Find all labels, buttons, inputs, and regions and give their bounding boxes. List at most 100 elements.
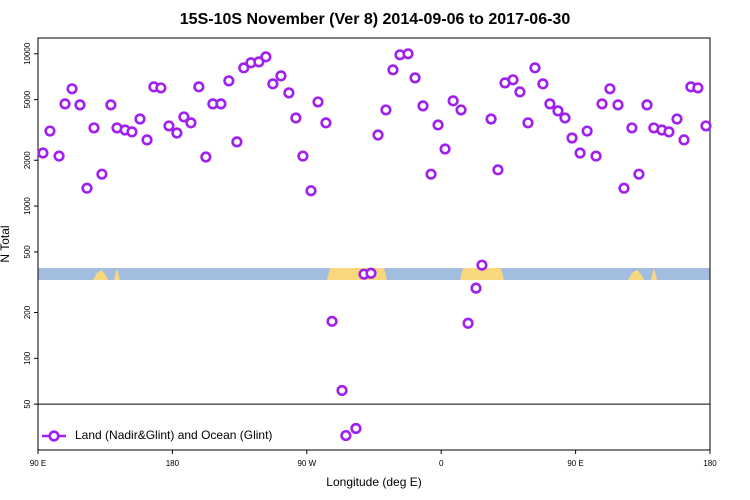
data-point — [380, 104, 392, 116]
y-tick-label: 1000 — [23, 197, 32, 215]
data-point — [238, 62, 250, 74]
data-point — [590, 150, 602, 162]
data-point — [336, 384, 348, 397]
data-point — [507, 74, 519, 86]
data-point — [372, 129, 384, 141]
x-tick-label: 90 W — [297, 459, 316, 468]
data-point — [581, 125, 593, 137]
data-point — [81, 182, 93, 194]
data-point — [462, 317, 474, 329]
data-point — [641, 99, 653, 111]
data-point — [626, 122, 638, 134]
data-point — [178, 111, 190, 123]
x-tick-label: 0 — [439, 459, 444, 468]
data-point — [74, 99, 86, 111]
data-point — [678, 134, 690, 146]
data-point — [53, 150, 65, 162]
plot-frame — [37, 37, 711, 451]
data-point — [290, 112, 302, 124]
x-axis-label: Longitude (deg E) — [326, 475, 421, 489]
y-tick-label: 100 — [23, 351, 32, 365]
data-point — [618, 182, 630, 194]
data-point — [432, 119, 444, 131]
data-point — [223, 75, 235, 87]
data-point — [455, 104, 467, 116]
data-point — [231, 136, 243, 148]
data-point — [492, 164, 504, 176]
data-point — [537, 78, 549, 90]
data-point — [141, 134, 153, 146]
data-point — [425, 168, 437, 180]
data-point — [604, 83, 616, 95]
data-point — [387, 64, 399, 76]
data-point — [476, 259, 488, 271]
data-point — [267, 78, 279, 90]
data-point — [275, 70, 287, 82]
data-point — [126, 126, 138, 138]
data-point — [559, 112, 571, 124]
data-point — [163, 120, 175, 132]
x-tick-label: 90 E — [567, 459, 583, 468]
y-tick-label: 5000 — [23, 90, 32, 108]
data-point — [596, 98, 608, 110]
data-point — [529, 62, 541, 74]
data-point — [552, 105, 564, 117]
data-point — [402, 48, 414, 60]
data-point — [134, 113, 146, 125]
legend-marker — [48, 430, 60, 442]
y-tick-label: 50 — [23, 399, 32, 408]
data-point — [663, 126, 675, 138]
data-point — [155, 82, 167, 94]
data-point — [340, 429, 352, 442]
data-point — [365, 267, 377, 279]
data-point — [485, 113, 497, 125]
x-tick-label: 180 — [703, 459, 717, 468]
data-point — [470, 282, 482, 294]
data-point — [305, 185, 317, 197]
data-point — [253, 56, 265, 68]
data-point — [574, 147, 586, 159]
legend-label: Land (Nadir&Glint) and Ocean (Glint) — [75, 428, 272, 442]
data-point — [671, 113, 683, 125]
x-tick-label: 180 — [166, 459, 180, 468]
data-point — [171, 127, 183, 139]
chart-title: 15S-10S November (Ver 8) 2014-09-06 to 2… — [180, 11, 571, 28]
data-point — [312, 96, 324, 108]
data-point — [283, 87, 295, 99]
y-tick-label: 200 — [23, 305, 32, 319]
data-point — [350, 422, 362, 435]
data-point — [96, 168, 108, 180]
data-point — [105, 99, 117, 111]
y-axis-label: N Total — [0, 225, 12, 262]
data-point — [522, 117, 534, 129]
data-point — [37, 147, 49, 159]
data-point — [544, 98, 556, 110]
data-point — [260, 51, 272, 63]
data-point — [59, 98, 71, 110]
data-point — [185, 117, 197, 129]
data-point — [566, 132, 578, 144]
data-point — [417, 100, 429, 112]
data-point — [320, 117, 332, 129]
data-point — [88, 122, 100, 134]
data-point — [633, 168, 645, 180]
data-point — [612, 99, 624, 111]
data-point — [409, 72, 421, 84]
y-tick-label: 2000 — [23, 151, 32, 169]
data-point — [326, 315, 338, 327]
data-point — [297, 150, 309, 162]
data-point — [692, 82, 704, 94]
data-point — [44, 125, 56, 137]
data-point — [66, 83, 78, 95]
x-tick-label: 90 E — [30, 459, 46, 468]
y-tick-label: 10000 — [23, 42, 32, 65]
data-point — [700, 120, 712, 132]
data-point — [447, 95, 459, 107]
data-point — [193, 81, 205, 93]
data-point — [514, 86, 526, 98]
y-tick-label: 500 — [23, 245, 32, 259]
data-point — [200, 151, 212, 163]
data-point — [215, 98, 227, 110]
data-point — [439, 143, 451, 155]
